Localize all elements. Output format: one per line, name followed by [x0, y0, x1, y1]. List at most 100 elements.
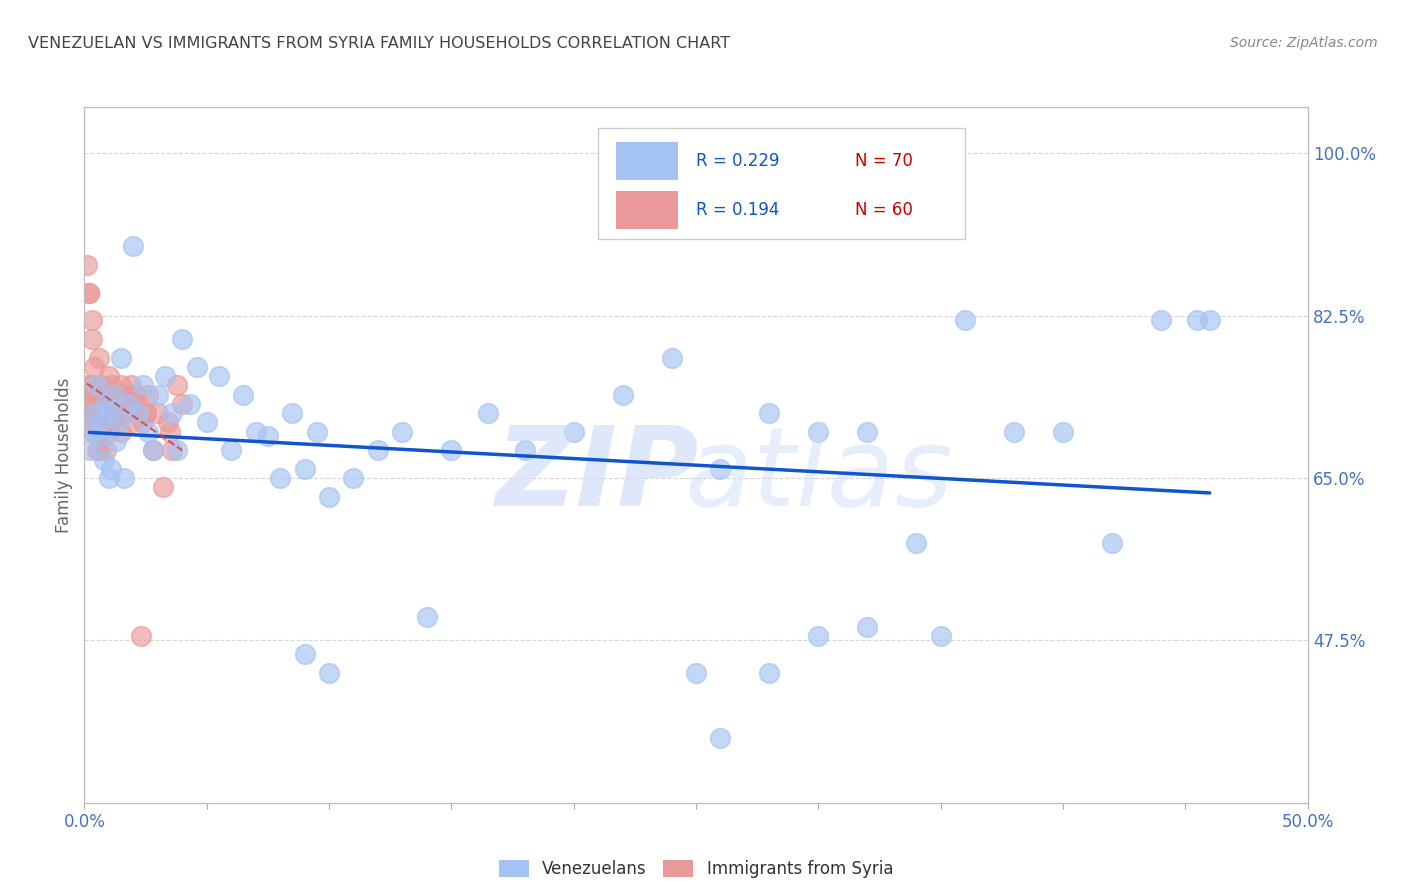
Point	[186, 359, 208, 374]
Point	[162, 406, 184, 420]
Point	[86, 387, 108, 401]
Point	[87, 351, 110, 365]
Point	[232, 387, 254, 401]
Point	[367, 443, 389, 458]
Point	[83, 425, 105, 439]
Point	[77, 285, 100, 300]
Point	[122, 416, 145, 430]
Point	[105, 387, 128, 401]
Text: R = 0.194: R = 0.194	[696, 201, 779, 219]
Point	[86, 378, 108, 392]
Point	[612, 387, 634, 401]
Point	[562, 425, 585, 439]
Point	[136, 387, 159, 401]
FancyBboxPatch shape	[616, 142, 678, 180]
Point	[87, 406, 110, 420]
Text: atlas: atlas	[683, 422, 953, 529]
Point	[103, 387, 125, 401]
Point	[107, 406, 129, 420]
Text: Source: ZipAtlas.com: Source: ZipAtlas.com	[1230, 36, 1378, 50]
Point	[152, 480, 174, 494]
Point	[76, 258, 98, 272]
Point	[127, 406, 149, 420]
Point	[83, 359, 105, 374]
Point	[208, 369, 231, 384]
Point	[97, 406, 120, 420]
Point	[132, 416, 155, 430]
Point	[97, 425, 120, 439]
Point	[103, 406, 125, 420]
Point	[758, 665, 780, 680]
Point	[100, 462, 122, 476]
Point	[146, 406, 169, 420]
Point	[1150, 313, 1173, 327]
Point	[93, 452, 115, 467]
Point	[132, 378, 155, 392]
Point	[477, 406, 499, 420]
Point	[103, 416, 125, 430]
Text: N = 70: N = 70	[855, 153, 912, 170]
Point	[100, 397, 122, 411]
Point	[76, 406, 98, 420]
Point	[1002, 425, 1025, 439]
Point	[953, 313, 976, 327]
Point	[1198, 313, 1220, 327]
Point	[90, 416, 112, 430]
Point	[172, 397, 194, 411]
Point	[1101, 536, 1123, 550]
FancyBboxPatch shape	[598, 128, 965, 239]
Point	[153, 369, 176, 384]
Point	[97, 471, 120, 485]
Text: N = 60: N = 60	[855, 201, 912, 219]
Point	[93, 397, 115, 411]
Point	[179, 397, 201, 411]
Point	[117, 397, 139, 411]
Point	[142, 443, 165, 458]
Point	[758, 406, 780, 420]
Point	[90, 425, 112, 439]
Point	[76, 378, 98, 392]
Point	[172, 332, 194, 346]
Point	[103, 397, 125, 411]
Point	[807, 425, 830, 439]
Point	[107, 416, 129, 430]
Point	[87, 397, 110, 411]
Point	[86, 406, 108, 420]
Point	[90, 378, 112, 392]
FancyBboxPatch shape	[616, 191, 678, 229]
Point	[318, 490, 340, 504]
Point	[162, 443, 184, 458]
Point	[87, 443, 110, 458]
Text: VENEZUELAN VS IMMIGRANTS FROM SYRIA FAMILY HOUSEHOLDS CORRELATION CHART: VENEZUELAN VS IMMIGRANTS FROM SYRIA FAMI…	[28, 36, 730, 51]
Point	[112, 387, 135, 401]
Point	[129, 629, 152, 643]
Point	[305, 425, 328, 439]
Point	[125, 387, 148, 401]
Point	[294, 648, 316, 662]
Point	[146, 387, 169, 401]
Point	[77, 397, 100, 411]
Point	[685, 665, 707, 680]
Point	[87, 429, 110, 443]
Point	[416, 610, 439, 624]
Point	[1187, 313, 1209, 327]
Point	[159, 425, 181, 439]
Point	[342, 471, 364, 485]
Point	[115, 406, 138, 420]
Legend: Venezuelans, Immigrants from Syria: Venezuelans, Immigrants from Syria	[492, 854, 900, 885]
Point	[93, 416, 115, 430]
Point	[709, 731, 731, 745]
Point	[110, 425, 132, 439]
Point	[1052, 425, 1074, 439]
Point	[856, 619, 879, 633]
Text: ZIP: ZIP	[496, 422, 700, 529]
Point	[117, 397, 139, 411]
Point	[77, 443, 100, 458]
Point	[86, 443, 108, 458]
Point	[166, 443, 188, 458]
Point	[105, 434, 128, 448]
Point	[110, 351, 132, 365]
Point	[80, 416, 103, 430]
Y-axis label: Family Households: Family Households	[55, 377, 73, 533]
Point	[142, 443, 165, 458]
